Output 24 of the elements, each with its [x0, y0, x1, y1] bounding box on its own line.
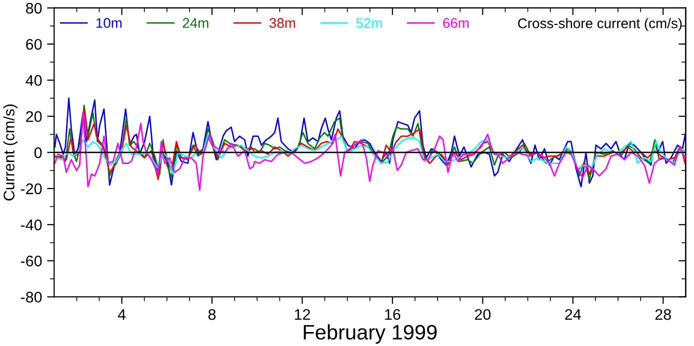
x-tick-label: 28 [655, 309, 671, 320]
y-tick-label: -80 [20, 292, 42, 303]
y-tick-label: 80 [26, 2, 42, 14]
y-tick-label: 0 [34, 147, 42, 158]
legend-label: 52m [356, 18, 382, 28]
x-axis-title: February 1999 [304, 324, 437, 344]
y-tick-label: 60 [26, 38, 42, 50]
x-tick-label: 20 [474, 309, 491, 320]
x-tick-label: 8 [208, 309, 216, 320]
legend-label: 24m [182, 18, 208, 28]
y-axis-title: Current (cm/s) [3, 104, 18, 200]
y-tick-label: -60 [20, 256, 42, 266]
y-tick-label: -20 [20, 183, 42, 194]
y-tick-label: 20 [26, 111, 42, 122]
x-tick-label: 12 [294, 309, 310, 320]
x-tick-label: 24 [565, 309, 581, 320]
x-tick-label: 16 [385, 309, 400, 320]
x-tick-label: 4 [118, 309, 126, 320]
y-tick-label: 40 [26, 75, 42, 86]
legend-label: 38m [269, 18, 295, 28]
text: Cross-shore current (cm/s) [518, 18, 682, 32]
y-tick-label: -40 [20, 220, 42, 230]
legend-label: 10m [96, 18, 122, 28]
legend-label: 66m [443, 18, 468, 28]
